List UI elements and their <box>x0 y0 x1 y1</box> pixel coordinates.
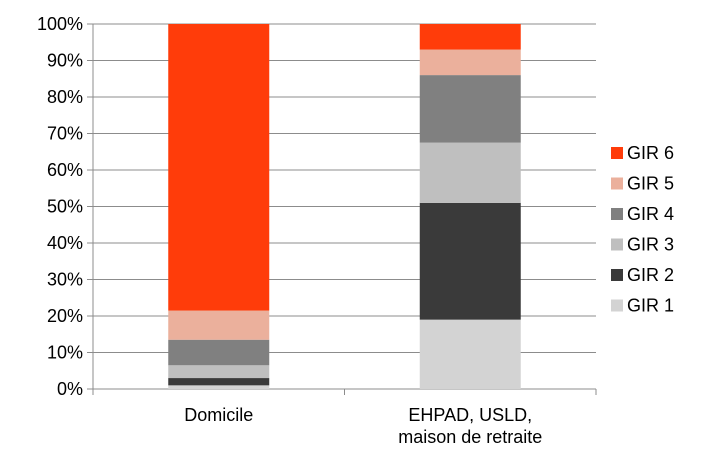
legend-label: GIR 5 <box>627 174 674 194</box>
y-tick-label: 60% <box>47 160 83 180</box>
category-label: maison de retraite <box>398 427 542 447</box>
legend-swatch <box>611 147 623 159</box>
legend-label: GIR 3 <box>627 235 674 255</box>
legend-swatch <box>611 269 623 281</box>
bar-segment <box>419 319 521 389</box>
y-tick-label: 80% <box>47 87 83 107</box>
y-tick-label: 50% <box>47 197 83 217</box>
legend-label: GIR 1 <box>627 296 674 316</box>
legend-swatch <box>611 177 623 190</box>
bar-segment <box>168 24 270 311</box>
bar-segment <box>419 75 521 143</box>
bar-segment <box>168 339 270 366</box>
legend-swatch <box>611 299 623 312</box>
y-tick-label: 10% <box>47 343 83 363</box>
y-tick-label: 90% <box>47 51 83 71</box>
y-tick-label: 20% <box>47 306 83 326</box>
legend-label: GIR 4 <box>627 204 674 224</box>
legend-label: GIR 6 <box>627 143 674 163</box>
legend-label: GIR 2 <box>627 265 674 285</box>
y-tick-label: 0% <box>57 379 83 399</box>
bar-segment <box>419 202 521 320</box>
y-tick-label: 40% <box>47 233 83 253</box>
y-tick-label: 100% <box>37 14 83 34</box>
bar-segment <box>168 385 270 389</box>
bar-segment <box>419 142 521 203</box>
bar-segment <box>419 24 521 50</box>
category-label: EHPAD, USLD, <box>408 405 532 425</box>
bar-segment <box>419 49 521 76</box>
bar-segment <box>168 378 270 386</box>
category-label: Domicile <box>184 405 253 425</box>
legend-swatch <box>611 208 623 220</box>
legend-swatch <box>611 238 623 251</box>
bar-segment <box>168 365 270 379</box>
bar-segment <box>168 310 270 340</box>
y-tick-label: 30% <box>47 270 83 290</box>
y-tick-label: 70% <box>47 124 83 144</box>
